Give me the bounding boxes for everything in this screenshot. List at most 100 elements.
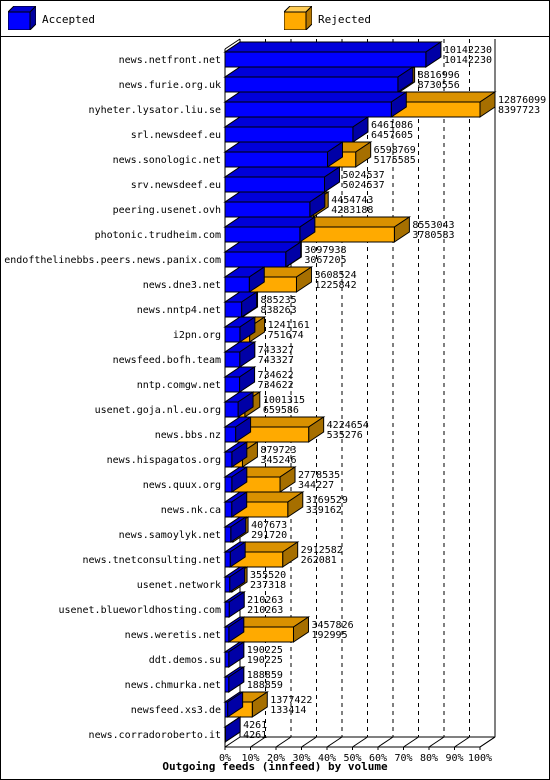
bar-accepted [223,191,327,218]
data-label-rejected: 743327 [258,345,294,356]
data-label-rejected: 188859 [247,670,283,681]
x-tick-label: 80% [420,753,438,764]
data-label-accepted: 8397723 [498,105,540,116]
bar-accepted [223,341,257,368]
bar-accepted-front-face [224,251,287,268]
category-label: usenet.blueworldhosting.com [58,605,221,616]
bar-accepted [223,41,443,68]
x-tick-label: 40% [318,753,336,764]
data-label-accepted: 188859 [247,680,283,691]
category-label: news.hispagatos.org [107,455,221,466]
bar-accepted [223,541,247,568]
bar-accepted [223,491,249,518]
bar-accepted [223,241,303,268]
data-label-accepted: 210263 [247,605,283,616]
legend-swatch-rejected [284,6,312,30]
bar-accepted-top-face [223,191,327,203]
bar-accepted [223,66,415,93]
category-label: news.quux.org [143,480,221,491]
data-label-accepted: 4283188 [331,205,373,216]
bar-accepted [223,416,253,443]
floor-tick-line [377,736,394,748]
category-label: news.nntp4.net [137,305,221,316]
data-label-rejected: 3608524 [314,270,356,281]
bar-accepted-front-face [224,626,230,643]
x-tick-label: 70% [394,753,412,764]
bar-accepted-front-face [224,401,239,418]
x-tick-label: 20% [267,753,285,764]
data-label-accepted: 190225 [247,655,283,666]
data-label-accepted: 291720 [251,530,287,541]
bar-accepted-front-face [224,651,230,668]
floor-tick-line [352,736,368,748]
data-label-accepted: 4261 [243,730,267,741]
floor-tick-line [224,736,241,748]
bar-accepted-front-face [224,101,392,118]
data-label-accepted: 535276 [327,430,363,441]
bar-accepted-front-face [224,326,241,343]
floor-tick-line [301,736,317,748]
bar-accepted-front-face [224,301,243,318]
data-label-accepted: 1225842 [314,280,356,291]
bar-accepted-top-face [223,141,345,153]
bar-accepted-front-face [224,451,233,468]
bar-accepted-front-face [224,576,231,593]
bar-accepted [223,216,317,243]
category-label: news.samoylyk.net [119,530,221,541]
bar-accepted [223,691,245,718]
category-label: endofthelinebbs.peers.news.panix.com [4,255,221,266]
category-label: news.nk.ca [161,505,221,516]
bar-accepted-top-face [223,91,408,103]
legend-label-accepted: Accepted [42,13,95,26]
bar-accepted [223,716,242,743]
floor-tick-line [250,736,266,748]
x-tick-label: 90% [445,753,463,764]
bar-accepted [223,141,345,168]
data-label-rejected: 210263 [247,595,283,606]
data-label-rejected: 3169529 [306,495,348,506]
bar-accepted-front-face [224,51,427,68]
data-label-accepted: 3780583 [412,230,454,241]
floor-tick-line [454,736,470,748]
floor-tick-line [403,736,419,748]
data-label-rejected: 2912582 [301,545,343,556]
category-label: news.dne3.net [143,280,221,291]
bar-accepted [223,366,257,393]
bar-accepted [223,441,249,468]
data-label-rejected: 885235 [261,295,297,306]
legend-label-rejected: Rejected [318,13,371,26]
category-label: ddt.demos.su [149,655,221,666]
bar-accepted-top-face [223,166,342,178]
data-label-rejected: 355520 [250,570,286,581]
bar-accepted-top-face [223,41,443,53]
data-label-rejected: 3097938 [304,245,346,256]
bar-accepted [223,641,246,668]
bar-accepted [223,666,246,693]
data-label-rejected: 3457826 [311,620,353,631]
data-label-accepted: 5024537 [343,180,385,191]
data-label-rejected: 734622 [258,370,294,381]
data-label-rejected: 6461086 [371,120,413,131]
bar-accepted-front-face [224,501,233,518]
data-label-rejected: 1377422 [270,695,312,706]
bar-accepted-front-face [224,551,231,568]
bar-accepted-front-face [224,676,230,693]
category-label: news.furie.org.uk [119,80,221,91]
data-label-accepted: 262081 [301,555,337,566]
data-label-rejected: 1241161 [268,320,310,331]
data-label-rejected: 4224654 [327,420,369,431]
data-label-rejected: 190225 [247,645,283,656]
bar-accepted [223,116,370,143]
bar-accepted [223,591,246,618]
floor-tick-line [479,736,496,748]
bar-accepted-front-face [224,526,232,543]
data-label-accepted: 5175585 [374,155,416,166]
data-label-rejected: 879723 [260,445,296,456]
bar-accepted-front-face [224,726,226,743]
floor-tick-line [326,736,343,748]
x-tick-label: 100% [468,753,492,764]
bar-accepted [223,266,266,293]
category-label: srl.newsdeef.eu [131,130,221,141]
bar-accepted-front-face [224,476,233,493]
